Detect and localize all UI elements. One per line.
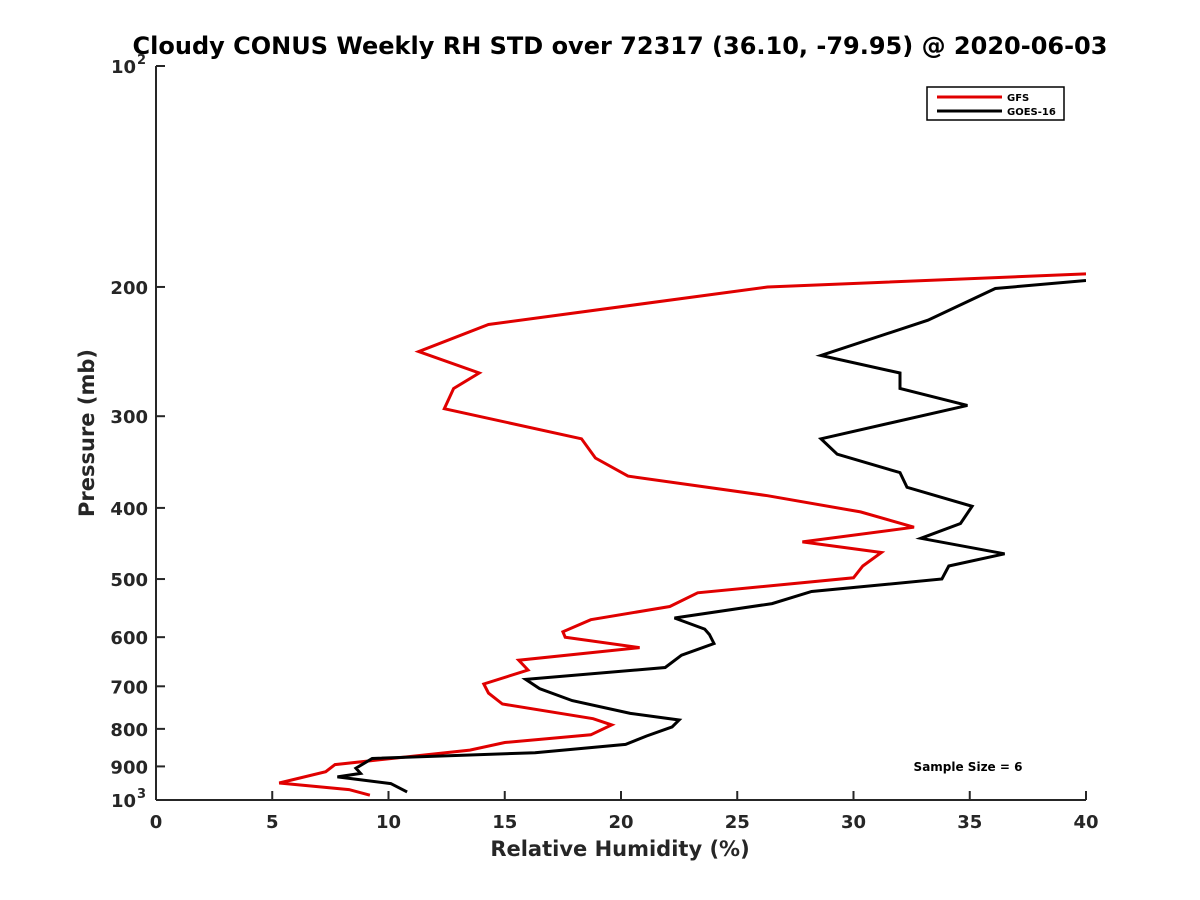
- x-tick-label: 40: [1073, 812, 1098, 833]
- x-tick-label: 25: [725, 812, 750, 833]
- y-tick-label: 200: [110, 278, 148, 299]
- x-tick-label: 30: [841, 812, 866, 833]
- y-tick-label: 400: [110, 499, 148, 520]
- x-tick-label: 0: [150, 812, 163, 833]
- y-tick-exponent: 2: [137, 53, 146, 68]
- x-tick-label: 35: [957, 812, 982, 833]
- y-tick-label: 10: [111, 57, 136, 78]
- sample-size-annotation: Sample Size = 6: [914, 760, 1023, 774]
- x-tick-label: 10: [376, 812, 401, 833]
- legend-label: GOES-16: [1007, 107, 1056, 118]
- y-tick-exponent: 3: [137, 787, 146, 802]
- x-axis-label: Relative Humidity (%): [490, 837, 749, 861]
- y-tick-label: 700: [110, 677, 148, 698]
- y-tick-label: 10: [111, 791, 136, 812]
- series-line-gfs: [278, 272, 1086, 797]
- y-tick-label: 500: [110, 570, 148, 591]
- legend: GFS GOES-16: [926, 86, 1065, 121]
- y-tick-label: 600: [110, 628, 148, 649]
- x-tick-label: 15: [492, 812, 517, 833]
- y-tick-label: 900: [110, 757, 148, 778]
- y-axis-label: Pressure (mb): [75, 349, 99, 517]
- series-line-goes-16: [337, 279, 1086, 794]
- x-tick-label: 20: [608, 812, 633, 833]
- legend-label: GFS: [1007, 93, 1029, 104]
- y-tick-label: 800: [110, 720, 148, 741]
- y-tick-label: 300: [110, 407, 148, 428]
- legend-box: [926, 86, 1065, 121]
- x-tick-label: 5: [266, 812, 279, 833]
- chart-title: Cloudy CONUS Weekly RH STD over 72317 (3…: [133, 32, 1108, 60]
